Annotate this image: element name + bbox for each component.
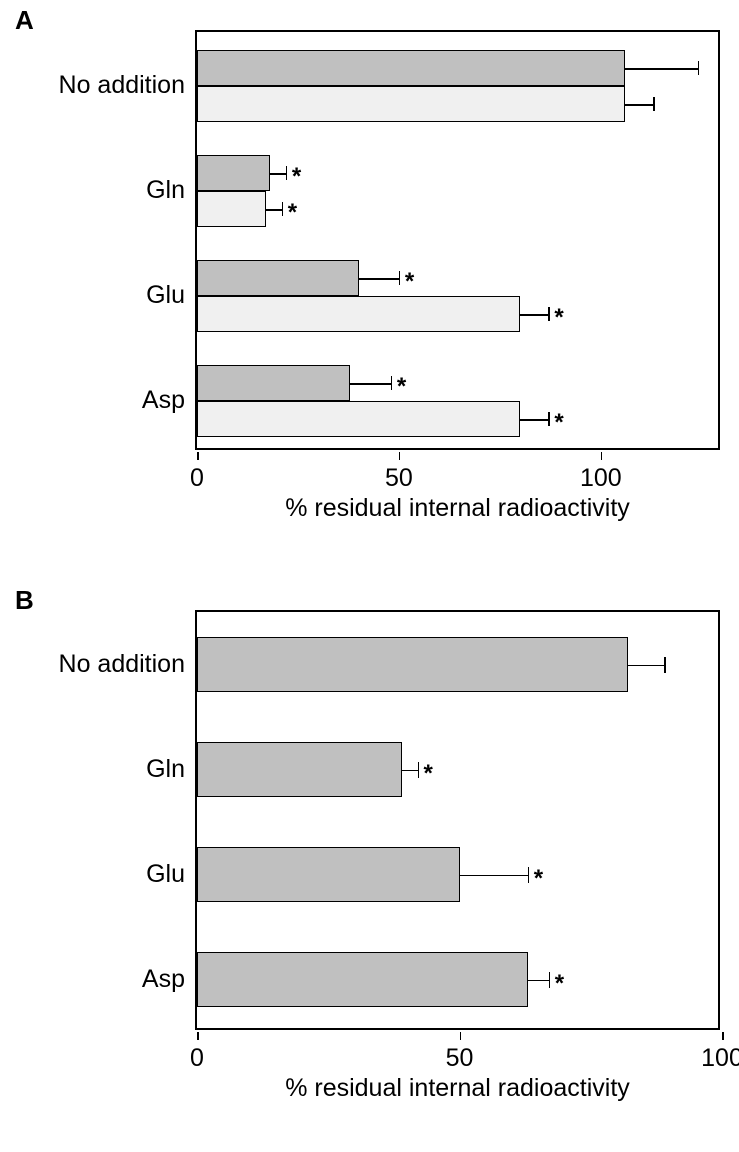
bar-dark [197, 50, 625, 86]
error-cap [548, 412, 550, 426]
x-tick [197, 1032, 199, 1040]
x-axis-title-b: % residual internal radioactivity [197, 1074, 718, 1103]
panel-letter-a: A [15, 5, 34, 36]
significance-star: * [424, 760, 433, 788]
category-label: Gln [0, 755, 185, 784]
x-tick [601, 452, 603, 460]
error-bar [402, 770, 418, 772]
error-cap [698, 61, 700, 75]
error-bar [625, 68, 698, 70]
bar-light [197, 401, 520, 437]
error-cap [282, 202, 284, 216]
error-bar [359, 278, 399, 280]
bar [197, 637, 628, 692]
error-bar [350, 383, 390, 385]
category-label: Asp [0, 965, 185, 994]
error-cap [664, 657, 666, 673]
error-cap [549, 972, 551, 988]
bar-dark [197, 365, 350, 401]
category-label: Asp [0, 386, 185, 415]
significance-star: * [554, 409, 563, 437]
error-bar [528, 980, 549, 982]
significance-star: * [554, 304, 563, 332]
error-cap [286, 166, 288, 180]
plot-area-b: *** % residual internal radioactivity 05… [195, 610, 720, 1030]
error-bar [520, 419, 548, 421]
x-tick [197, 452, 199, 460]
x-tick-label: 100 [580, 464, 622, 493]
error-cap [548, 307, 550, 321]
bar-dark [197, 260, 359, 296]
category-label: Gln [0, 176, 185, 205]
bar-dark [197, 155, 270, 191]
bar [197, 952, 528, 1007]
significance-star: * [534, 865, 543, 893]
x-tick-label: 0 [190, 1044, 204, 1073]
error-cap [418, 762, 420, 778]
category-label: No addition [0, 71, 185, 100]
x-tick [460, 1032, 462, 1040]
category-label: Glu [0, 281, 185, 310]
x-axis-title-a: % residual internal radioactivity [197, 494, 718, 523]
error-cap [528, 867, 530, 883]
bar-light [197, 86, 625, 122]
x-tick-label: 100 [701, 1044, 739, 1073]
significance-star: * [292, 163, 301, 191]
bar [197, 742, 402, 797]
significance-star: * [397, 373, 406, 401]
x-tick-label: 50 [385, 464, 413, 493]
error-bar [520, 314, 548, 316]
error-bar [266, 209, 282, 211]
category-label: No addition [0, 650, 185, 679]
error-cap [399, 271, 401, 285]
error-bar [625, 104, 653, 106]
significance-star: * [288, 199, 297, 227]
bar-light [197, 191, 266, 227]
x-tick-label: 50 [446, 1044, 474, 1073]
x-tick-label: 0 [190, 464, 204, 493]
error-bar [460, 875, 528, 877]
plot-area-a: ****** % residual internal radioactivity… [195, 30, 720, 450]
panel-letter-b: B [15, 585, 34, 616]
x-tick [399, 452, 401, 460]
error-bar [270, 173, 286, 175]
x-tick [722, 1032, 724, 1040]
bar-light [197, 296, 520, 332]
category-label: Glu [0, 860, 185, 889]
bar [197, 847, 460, 902]
significance-star: * [405, 268, 414, 296]
error-cap [653, 97, 655, 111]
error-cap [391, 376, 393, 390]
significance-star: * [555, 970, 564, 998]
error-bar [628, 665, 665, 667]
